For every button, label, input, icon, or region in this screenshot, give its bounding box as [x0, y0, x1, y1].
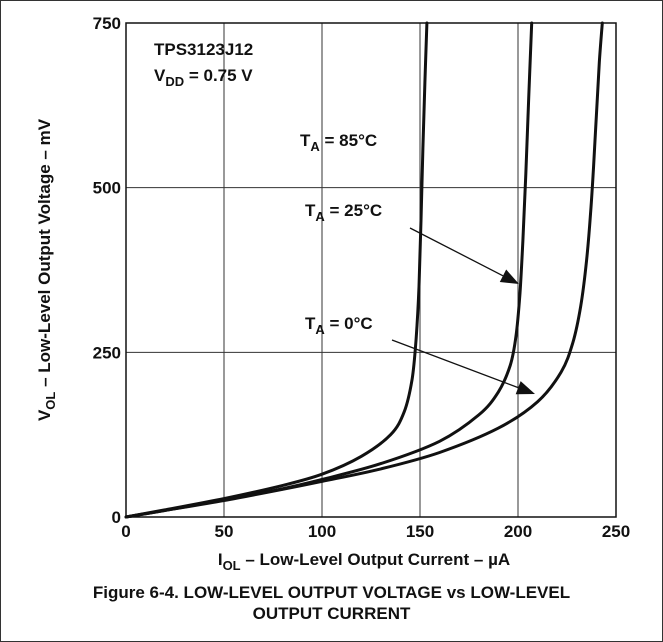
annotation-25c: TA = 25°C	[305, 201, 382, 224]
x-tick-label: 50	[215, 522, 234, 541]
caption-line-1: Figure 6-4. LOW-LEVEL OUTPUT VOLTAGE vs …	[92, 583, 571, 602]
figure-caption: Figure 6-4. LOW-LEVEL OUTPUT VOLTAGE vs …	[0, 582, 663, 624]
plot-border	[125, 22, 617, 518]
y-axis-label: VOL – Low-Level Output Voltage – mV	[35, 118, 58, 421]
y-tick-label: 250	[93, 343, 121, 362]
chart-svg: 0 50 100 150 200 250 0 250 500 750 TPS3123J12 VDD…	[35, 14, 631, 573]
arrow-25c	[409, 227, 519, 284]
supply-label: VDD = 0.75 V	[154, 66, 253, 89]
annotation-arrows	[391, 227, 535, 395]
annotation-85c: TA = 85°C	[300, 131, 377, 154]
y-tick-label: 500	[93, 179, 121, 198]
annotation-0c: TA = 0°C	[305, 314, 373, 337]
grid	[126, 23, 616, 517]
arrow-0c	[391, 339, 535, 395]
curve-0c	[124, 21, 604, 519]
caption-line-2: OUTPUT CURRENT	[252, 604, 411, 623]
x-tick-label: 100	[308, 522, 336, 541]
x-tick-label: 250	[602, 522, 630, 541]
curves	[124, 21, 604, 519]
curve-85c	[124, 21, 429, 519]
x-tick-label: 0	[121, 522, 130, 541]
x-tick-label: 200	[504, 522, 532, 541]
device-label: TPS3123J12	[154, 40, 253, 59]
tick-labels: 0 50 100 150 200 250 0 250 500 750	[93, 14, 631, 541]
x-axis-label: IOL – Low-Level Output Current – µA	[218, 550, 510, 573]
y-tick-label: 750	[93, 14, 121, 33]
x-tick-label: 150	[406, 522, 434, 541]
curve-25c	[124, 21, 534, 519]
y-tick-label: 0	[112, 508, 121, 527]
